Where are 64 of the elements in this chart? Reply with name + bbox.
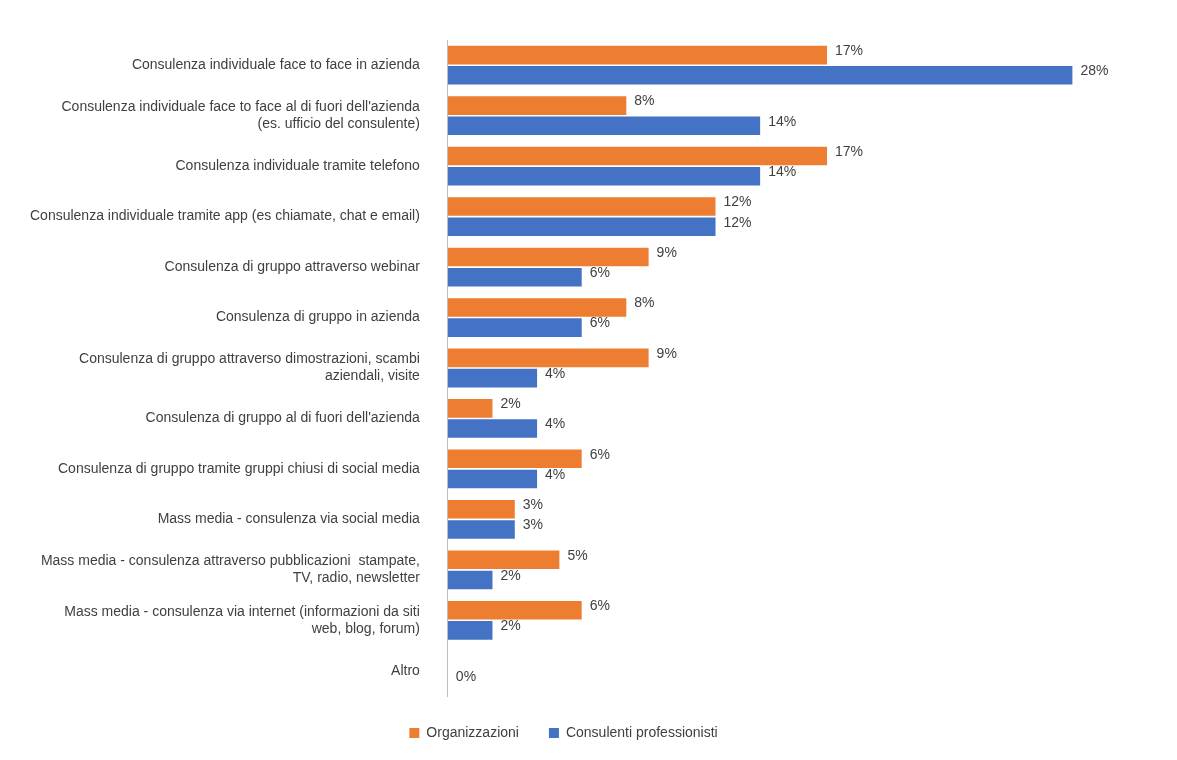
bar (447, 600, 582, 620)
bar (447, 318, 582, 337)
data-label: 9% (656, 243, 677, 260)
bar (447, 399, 493, 418)
data-label: 6% (589, 314, 610, 331)
y-tick-label: Mass media - consulenza via internet (informazioni da siti web, blog, forum) (64, 602, 420, 636)
bar (447, 298, 627, 317)
data-label: 9% (656, 344, 677, 361)
bar (447, 621, 493, 640)
data-label: 5% (567, 546, 588, 563)
data-label: 0% (455, 667, 477, 684)
data-label: 4% (545, 364, 566, 381)
data-label: 12% (723, 193, 752, 210)
y-tick-label: Consulenza di gruppo attraverso dimostrazioni, scambi aziendali, visite (79, 350, 421, 384)
data-label: 12% (723, 213, 752, 230)
bar (447, 419, 538, 438)
y-tick-label: Consulenza di gruppo attraverso webinar (164, 257, 421, 274)
data-label: 6% (589, 445, 610, 462)
bar (447, 348, 649, 368)
bar (447, 66, 1073, 85)
bar (447, 550, 560, 570)
data-label: 8% (634, 92, 655, 109)
data-label: 14% (768, 163, 797, 180)
y-tick-label: Consulenza di gruppo tramite gruppi chiusi di social media (57, 459, 421, 476)
y-tick-label: Consulenza di gruppo in azienda (215, 308, 421, 325)
bar (447, 146, 828, 166)
y-tick-label: Mass media - consulenza via social media (157, 510, 421, 527)
data-label: 8% (634, 294, 655, 311)
y-tick-label: Consulenza individuale tramite app (es chiamate, chat e email) (29, 207, 420, 224)
data-label: 17% (835, 142, 864, 159)
bar (447, 247, 649, 267)
data-label: 6% (589, 264, 610, 281)
legend-label: Organizzazioni (426, 723, 519, 740)
data-label: 3% (522, 496, 544, 513)
data-label: 2% (500, 617, 521, 634)
data-label: 28% (1080, 62, 1109, 79)
bar (447, 520, 515, 539)
bar (447, 469, 538, 489)
legend-label: Consulenti professionisti (565, 723, 718, 740)
bar (447, 368, 538, 388)
data-label: 2% (500, 395, 521, 412)
data-label: 3% (522, 516, 544, 533)
bar (447, 45, 828, 65)
y-tick-label: Consulenza individuale face to face in azienda (131, 56, 421, 73)
bar (447, 116, 761, 136)
data-label: 6% (589, 597, 610, 614)
y-tick-label: Consulenza individuale tramite telefono (175, 157, 421, 174)
y-tick-label: Consulenza individuale face to face al di fuori dell'azienda (es. ufficio del consulente) (61, 98, 421, 131)
data-label: 4% (545, 415, 566, 432)
bar (447, 267, 582, 287)
data-label: 17% (835, 42, 864, 58)
bar (447, 197, 716, 216)
y-tick-label: Altro (391, 661, 421, 678)
bar (447, 166, 761, 186)
data-label: 14% (768, 112, 797, 129)
bar (447, 500, 515, 519)
bar (447, 217, 716, 236)
y-tick-label: Mass media - consulenza attraverso pubblicazioni stampate, TV, radio, newsletter (40, 552, 421, 586)
data-label: 4% (545, 465, 566, 482)
y-tick-label: Consulenza di gruppo al di fuori dell'azienda (145, 409, 421, 426)
data-label: 2% (500, 566, 521, 583)
bar (447, 449, 582, 469)
bar (447, 570, 493, 590)
bar (447, 96, 627, 115)
